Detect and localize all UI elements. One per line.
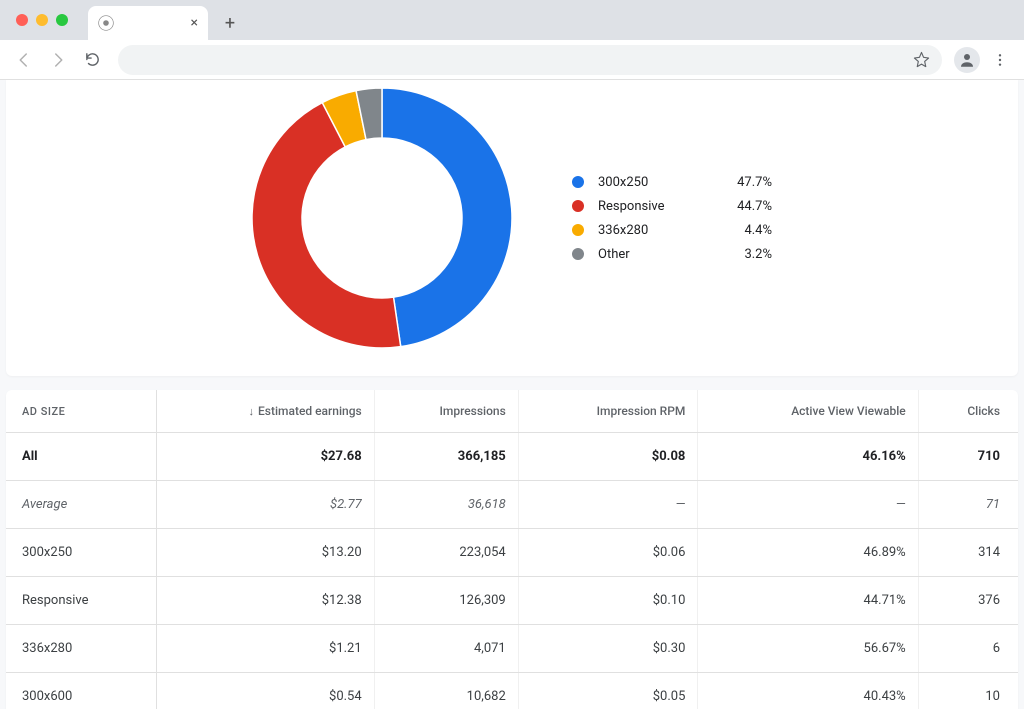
table-cell: 300x600 [6, 673, 156, 709]
chart-card: 300x25047.7%Responsive44.7%336x2804.4%Ot… [6, 80, 1018, 376]
column-header[interactable]: ↓Estimated earnings [156, 390, 374, 433]
forward-button[interactable] [44, 46, 72, 74]
table-row[interactable]: 336x280$1.214,071$0.3056.67%6 [6, 625, 1018, 673]
legend-item[interactable]: Responsive44.7% [572, 194, 772, 218]
table-cell: $1.21 [156, 625, 374, 673]
window-minimize-button[interactable] [36, 14, 48, 26]
table-cell: 6 [918, 625, 1018, 673]
user-icon [958, 51, 976, 69]
star-icon[interactable] [913, 51, 930, 68]
legend-percent: 3.2% [724, 247, 772, 262]
table-cell: $0.06 [518, 529, 698, 577]
window-close-button[interactable] [16, 14, 28, 26]
table-cell: $2.77 [156, 481, 374, 529]
table-cell: 46.89% [698, 529, 918, 577]
reload-button[interactable] [78, 46, 106, 74]
table-cell: 366,185 [374, 433, 518, 481]
table-cell: — [518, 481, 698, 529]
table-cell: Responsive [6, 577, 156, 625]
browser-chrome: × + [0, 0, 1024, 80]
legend-percent: 44.7% [724, 199, 772, 214]
table-cell: Average [6, 481, 156, 529]
table-cell: 376 [918, 577, 1018, 625]
table-cell: 10 [918, 673, 1018, 709]
table-row[interactable]: Responsive$12.38126,309$0.1044.71%376 [6, 577, 1018, 625]
table-cell: 314 [918, 529, 1018, 577]
legend-label: 300x250 [598, 175, 724, 190]
legend-item[interactable]: 300x25047.7% [572, 170, 772, 194]
column-header[interactable]: Clicks [918, 390, 1018, 433]
page-content: 300x25047.7%Responsive44.7%336x2804.4%Ot… [0, 80, 1024, 709]
browser-tab[interactable]: × [88, 6, 208, 40]
table-row[interactable]: Average$2.7736,618——71 [6, 481, 1018, 529]
donut-slice[interactable] [382, 88, 512, 347]
table-cell: $13.20 [156, 529, 374, 577]
table-cell: 36,618 [374, 481, 518, 529]
table-row[interactable]: 300x600$0.5410,682$0.0540.43%10 [6, 673, 1018, 709]
tab-strip: × + [0, 0, 1024, 40]
chart-legend: 300x25047.7%Responsive44.7%336x2804.4%Ot… [572, 170, 772, 266]
legend-percent: 4.4% [724, 223, 772, 238]
table-header-row: AD SIZE↓Estimated earningsImpressionsImp… [6, 390, 1018, 433]
table-cell: 44.71% [698, 577, 918, 625]
table-cell: 56.67% [698, 625, 918, 673]
donut-slice[interactable] [252, 103, 401, 348]
table-cell: 71 [918, 481, 1018, 529]
table-cell: $0.10 [518, 577, 698, 625]
legend-label: 336x280 [598, 223, 724, 238]
table-cell: 126,309 [374, 577, 518, 625]
legend-label: Other [598, 247, 724, 262]
table-cell: $0.08 [518, 433, 698, 481]
table-cell: 46.16% [698, 433, 918, 481]
donut-chart [252, 88, 512, 348]
table-row[interactable]: 300x250$13.20223,054$0.0646.89%314 [6, 529, 1018, 577]
column-header[interactable]: Impression RPM [518, 390, 698, 433]
table-cell: 10,682 [374, 673, 518, 709]
column-header[interactable]: Impressions [374, 390, 518, 433]
legend-percent: 47.7% [724, 175, 772, 190]
new-tab-button[interactable]: + [216, 9, 244, 37]
table-body: All$27.68366,185$0.0846.16%710Average$2.… [6, 433, 1018, 709]
back-button[interactable] [10, 46, 38, 74]
legend-item[interactable]: Other3.2% [572, 242, 772, 266]
legend-swatch [572, 248, 584, 260]
table-cell: 300x250 [6, 529, 156, 577]
table-cell: $0.05 [518, 673, 698, 709]
browser-menu-button[interactable] [986, 52, 1014, 68]
arrow-right-icon [49, 51, 67, 69]
table-cell: 336x280 [6, 625, 156, 673]
table-cell: 223,054 [374, 529, 518, 577]
reload-icon [84, 51, 101, 68]
table-cell: $0.54 [156, 673, 374, 709]
tab-close-button[interactable]: × [191, 15, 198, 31]
data-table: AD SIZE↓Estimated earningsImpressionsImp… [6, 390, 1018, 709]
chrome-icon [98, 15, 114, 31]
column-header[interactable]: Active View Viewable [698, 390, 918, 433]
table-cell: 710 [918, 433, 1018, 481]
table-row[interactable]: All$27.68366,185$0.0846.16%710 [6, 433, 1018, 481]
window-maximize-button[interactable] [56, 14, 68, 26]
legend-swatch [572, 200, 584, 212]
profile-button[interactable] [954, 47, 980, 73]
address-bar[interactable] [118, 45, 942, 75]
legend-label: Responsive [598, 199, 724, 214]
dots-vertical-icon [992, 52, 1008, 68]
data-table-card: AD SIZE↓Estimated earningsImpressionsImp… [6, 390, 1018, 709]
table-cell: All [6, 433, 156, 481]
table-cell: $0.30 [518, 625, 698, 673]
table-cell: 40.43% [698, 673, 918, 709]
legend-item[interactable]: 336x2804.4% [572, 218, 772, 242]
browser-toolbar [0, 40, 1024, 80]
column-header: AD SIZE [6, 390, 156, 433]
table-cell: $12.38 [156, 577, 374, 625]
table-cell: 4,071 [374, 625, 518, 673]
sort-arrow-icon: ↓ [249, 405, 255, 418]
legend-swatch [572, 224, 584, 236]
legend-swatch [572, 176, 584, 188]
table-cell: — [698, 481, 918, 529]
window-controls [16, 14, 68, 26]
table-cell: $27.68 [156, 433, 374, 481]
arrow-left-icon [15, 51, 33, 69]
